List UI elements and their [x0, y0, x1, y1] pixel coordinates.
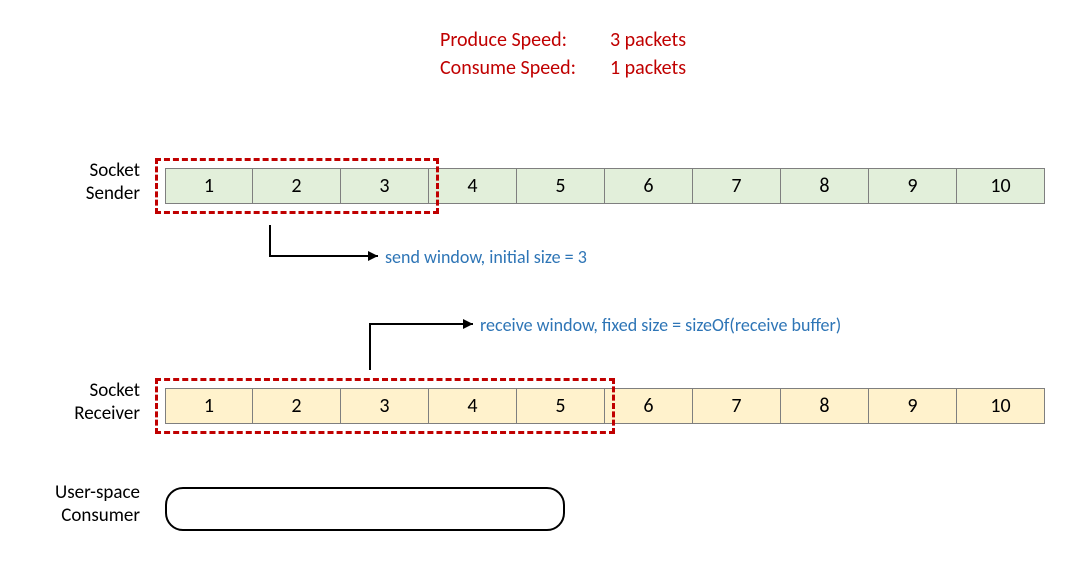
- send-window-caption: send window, initial size = 3: [385, 246, 587, 268]
- receive-window-caption: receive window, fixed size = sizeOf(rece…: [480, 314, 841, 336]
- receive-window-arrow: [0, 0, 1080, 572]
